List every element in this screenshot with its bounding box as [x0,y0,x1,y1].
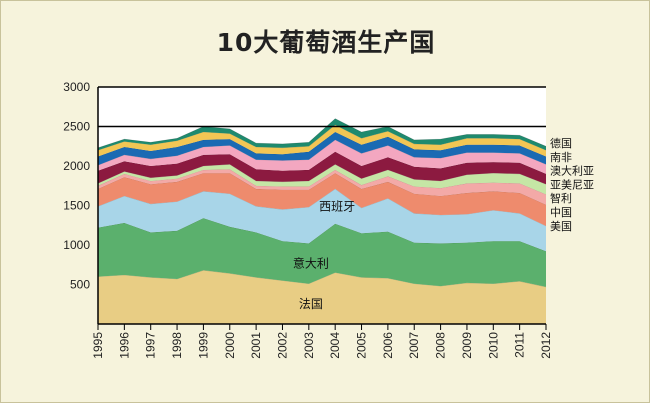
chart-title: 10大葡萄酒生产国 [216,28,436,57]
area-series-1 [98,218,546,287]
area-series-10 [98,118,546,151]
y-tick-label-1500: 1500 [63,199,90,213]
x-tick-label-2005: 2005 [355,332,369,359]
y-tick-label-2500: 2500 [63,120,90,134]
x-tick-label-1998: 1998 [170,332,184,359]
area-series-6 [98,151,546,185]
x-tick-label-2012: 2012 [539,332,553,359]
area-series-5 [98,164,546,195]
x-tick-label-1996: 1996 [117,332,131,359]
legend-label-5: 中国 [550,206,572,219]
x-tick-label-1995: 1995 [91,332,105,359]
x-tick-label-2000: 2000 [223,332,237,359]
area-series-2 [98,188,546,252]
x-tick-label-1997: 1997 [144,332,158,359]
area-label-1: 意大利 [293,256,329,271]
area-label-0: 法国 [299,297,323,311]
y-tick-label-2000: 2000 [63,159,90,173]
x-tick-label-2009: 2009 [460,332,474,359]
legend-label-0: 德国 [550,136,572,150]
x-tick-label-2004: 2004 [328,332,342,359]
legend-label-6: 美国 [550,220,572,233]
legend-label-2: 澳大利亚 [550,164,594,178]
area-series-9 [98,124,546,157]
y-tick-label-3000: 3000 [63,80,90,94]
x-tick-label-1999: 1999 [196,332,210,359]
x-tick-label-2002: 2002 [275,332,289,359]
y-tick-label-1000: 1000 [63,238,90,252]
area-series-3 [98,173,546,226]
x-tick-label-2001: 2001 [249,332,263,359]
legend-label-1: 南非 [550,151,572,164]
x-tick-label-2008: 2008 [434,332,448,359]
legend-label-4: 智利 [550,191,572,205]
x-tick-label-2011: 2011 [513,332,527,358]
legend-label-3: 亚美尼亚 [550,178,594,191]
y-tick-label-500: 500 [70,278,90,292]
area-series-4 [98,169,546,205]
area-edge-10 [97,118,547,149]
area-label-2: 西班牙 [319,199,355,213]
area-series-0 [98,270,546,324]
x-tick-label-2006: 2006 [381,332,395,359]
area-series-7 [98,139,546,174]
x-tick-label-2010: 2010 [486,332,500,359]
area-series-8 [98,132,546,166]
x-tick-label-2003: 2003 [302,332,316,359]
x-tick-label-2007: 2007 [407,332,421,359]
